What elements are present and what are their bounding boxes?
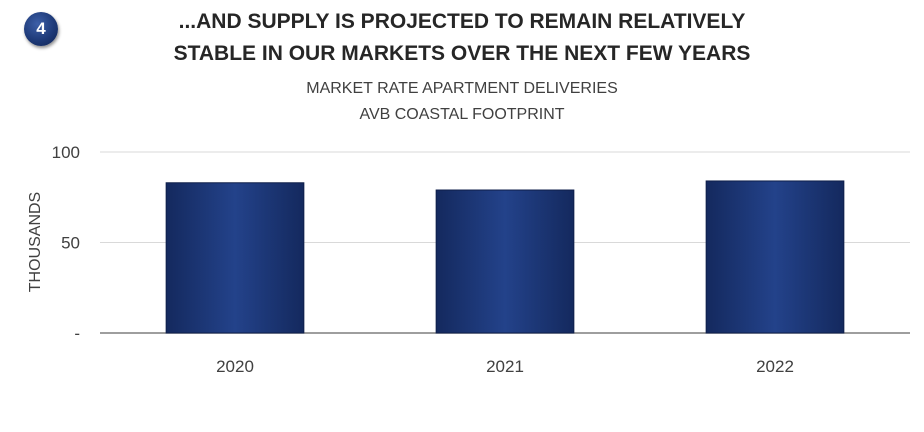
page-title: ...AND SUPPLY IS PROJECTED TO REMAIN REL… xyxy=(70,6,854,70)
page-title-line-1: ...AND SUPPLY IS PROJECTED TO REMAIN REL… xyxy=(178,10,746,33)
bar-2021 xyxy=(435,189,575,334)
bar-2020 xyxy=(165,182,305,334)
step-number-badge: 4 xyxy=(24,12,58,46)
y-tick-label: 100 xyxy=(52,143,80,162)
chart-subtitle: AVB COASTAL FOOTPRINT xyxy=(359,106,565,123)
chart-x-ticks: 2020 2021 2022 xyxy=(216,357,794,376)
x-tick-label: 2022 xyxy=(756,357,794,376)
y-axis-label: THOUSANDS xyxy=(27,192,44,292)
x-tick-label: 2021 xyxy=(486,357,524,376)
chart-title: MARKET RATE APARTMENT DELIVERIES xyxy=(306,80,618,97)
page-title-line-2: STABLE IN OUR MARKETS OVER THE NEXT FEW … xyxy=(173,42,751,65)
chart-bars xyxy=(165,180,845,334)
bar-2022 xyxy=(705,180,845,334)
y-tick-label: - xyxy=(74,324,80,343)
x-tick-label: 2020 xyxy=(216,357,254,376)
chart-title-block: MARKET RATE APARTMENT DELIVERIES AVB COA… xyxy=(70,76,854,128)
y-tick-label: 50 xyxy=(61,234,80,253)
chart-y-ticks: - 50 100 xyxy=(52,143,80,343)
